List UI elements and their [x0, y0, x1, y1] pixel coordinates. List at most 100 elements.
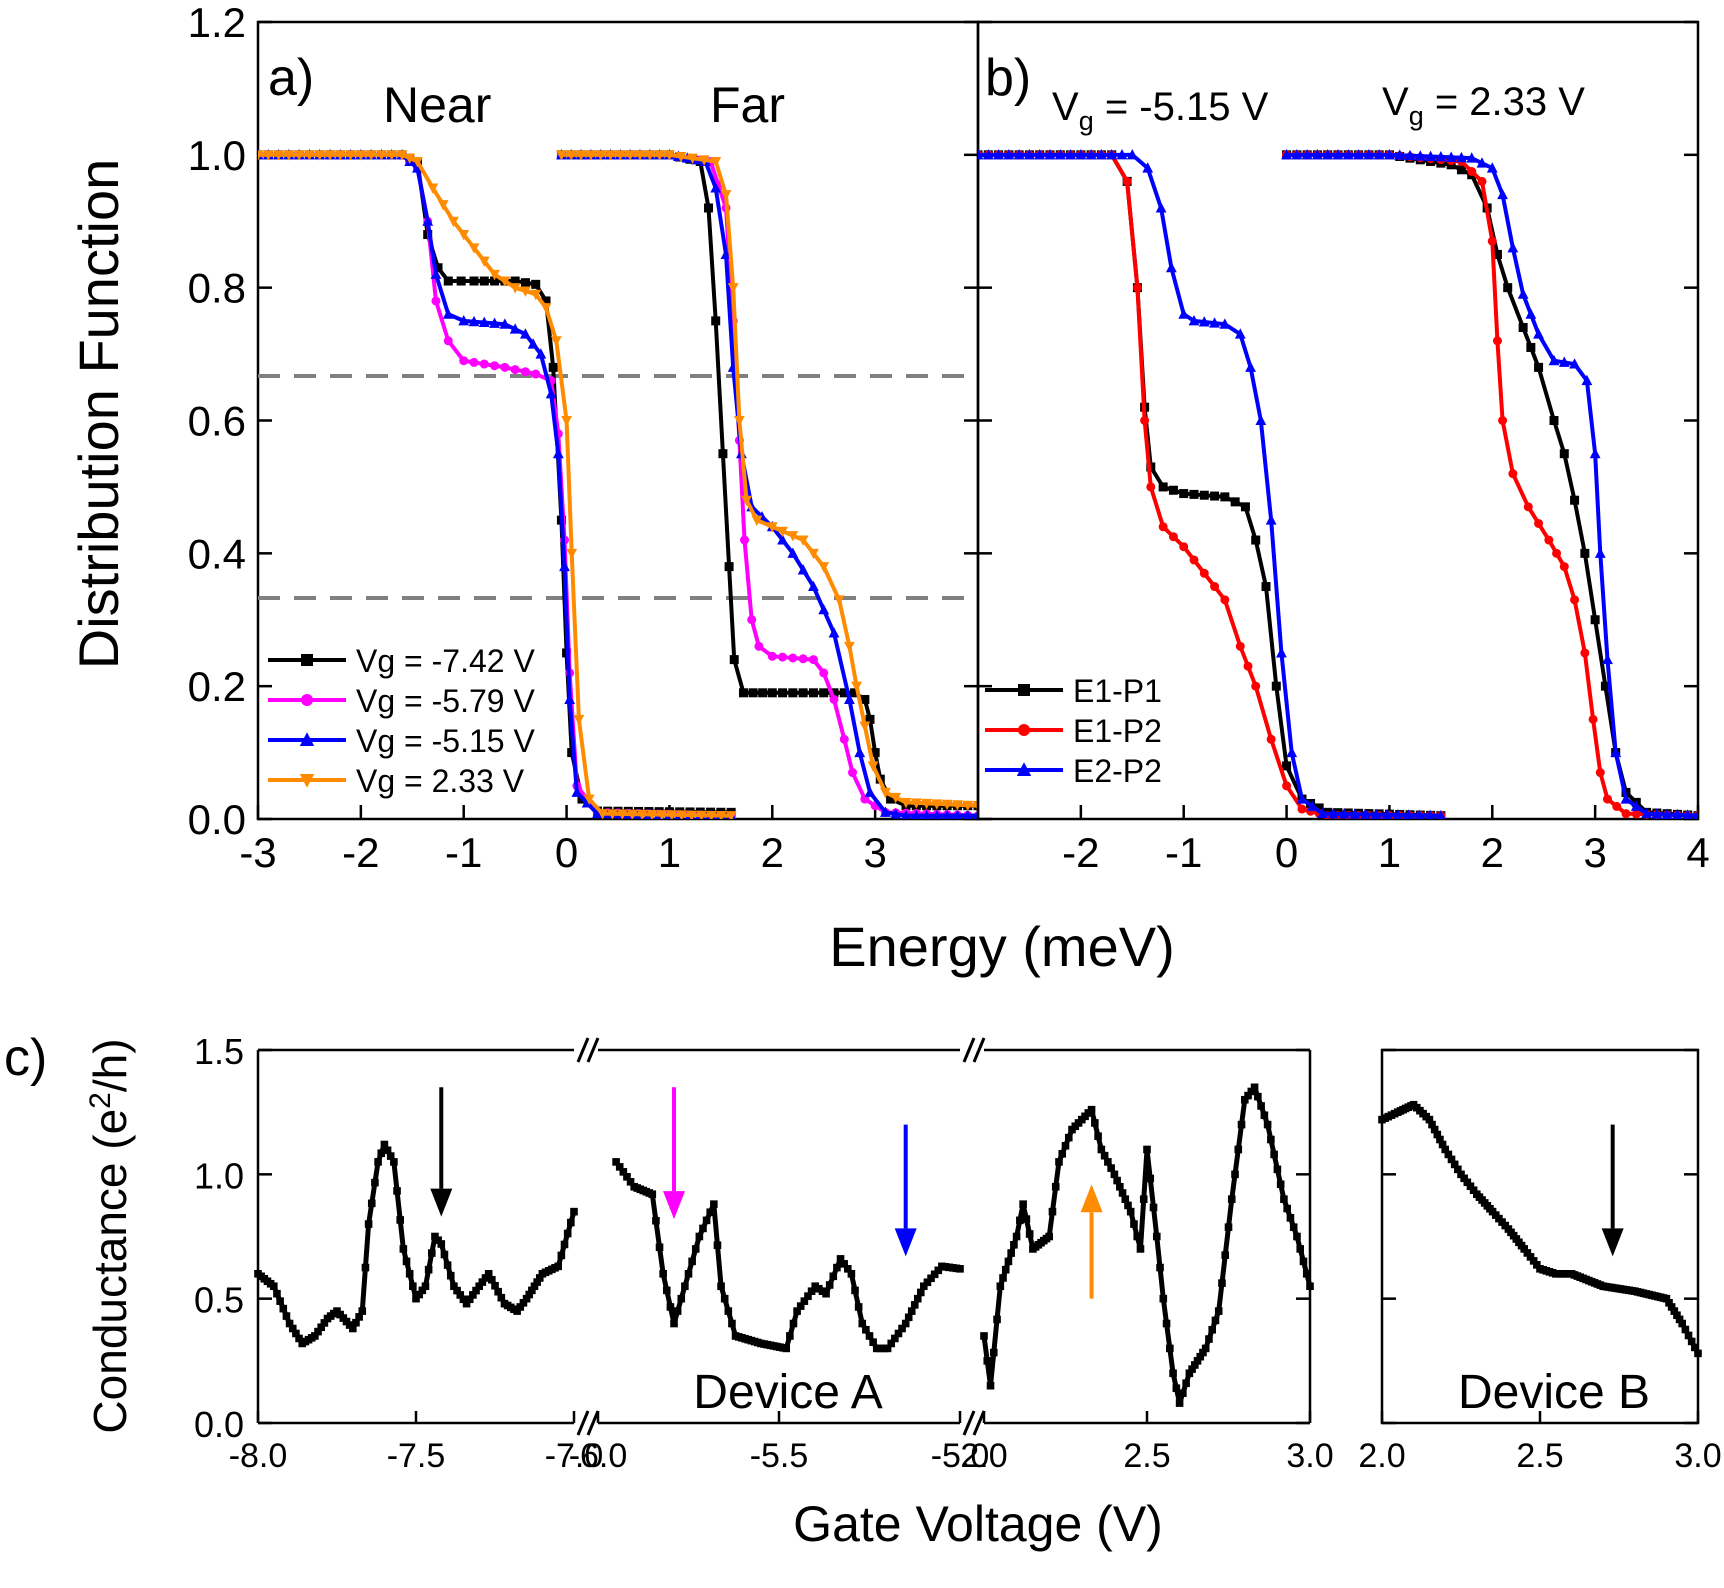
marker-up-triangle	[911, 809, 922, 819]
marker-square	[361, 1263, 370, 1272]
marker-down-triangle	[437, 200, 449, 211]
marker-square	[433, 263, 443, 273]
conductance-segment-2	[612, 1158, 964, 1353]
marker-square	[808, 688, 818, 698]
marker-up-triangle	[1142, 162, 1154, 173]
marker-square	[1267, 1135, 1275, 1144]
marker-square	[833, 1263, 841, 1272]
marker-up-triangle	[720, 248, 732, 259]
marker-up-triangle	[1327, 808, 1339, 819]
marker-square	[886, 794, 896, 804]
panel-b-legend: E1-P1 E1-P2 E2-P2	[985, 673, 1162, 789]
marker-up-triangle	[499, 318, 511, 329]
marker-square	[1189, 489, 1199, 499]
marker-up-triangle	[571, 786, 583, 797]
marker-square	[728, 1319, 736, 1328]
marker-up-triangle	[1425, 809, 1435, 819]
marker-square	[415, 1290, 423, 1299]
marker-square	[1121, 1195, 1130, 1203]
marker-square	[1456, 165, 1466, 175]
marker-up-triangle	[1425, 150, 1436, 161]
marker-square	[383, 1146, 392, 1155]
marker-up-triangle	[1558, 356, 1570, 367]
x-tick-label: 2.5	[1516, 1437, 1563, 1475]
marker-down-triangle	[710, 156, 722, 168]
marker-up-triangle	[1641, 807, 1652, 819]
marker-up-triangle	[1693, 809, 1698, 819]
marker-square	[986, 1381, 995, 1390]
marker-up-triangle	[299, 732, 315, 746]
marker-square	[1172, 1384, 1181, 1392]
marker-square	[666, 1303, 675, 1311]
marker-circle	[819, 668, 829, 678]
marker-square	[677, 1294, 686, 1303]
marker-square	[1048, 1207, 1057, 1216]
marker-up-triangle	[1054, 148, 1066, 160]
marker-up-triangle	[1024, 148, 1035, 160]
marker-up-triangle	[552, 447, 564, 459]
arrow-head	[1601, 1228, 1624, 1257]
marker-up-triangle	[1517, 288, 1529, 299]
marker-square	[786, 1332, 794, 1340]
marker-up-triangle	[592, 807, 603, 819]
marker-square	[1143, 1145, 1151, 1154]
marker-square	[1280, 1195, 1288, 1203]
marker-square	[1191, 1361, 1199, 1369]
x-tick-label: 2.0	[960, 1437, 1007, 1475]
marker-square	[469, 276, 479, 286]
marker-square	[1199, 490, 1209, 500]
x-tick-label: 2	[1481, 829, 1504, 876]
marker-circle	[839, 734, 849, 744]
marker-up-triangle	[1096, 148, 1107, 160]
marker-circle	[1251, 681, 1261, 691]
arrow-up	[1080, 1184, 1103, 1299]
marker-circle	[1018, 724, 1030, 736]
legend-label: Vg = -5.15 V	[356, 723, 535, 759]
marker-down-triangle	[262, 150, 274, 161]
marker-circle	[1179, 542, 1189, 552]
marker-square	[720, 1294, 729, 1303]
marker-square	[446, 1271, 455, 1280]
marker-circle	[747, 615, 757, 625]
marker-square	[1166, 1344, 1174, 1353]
marker-square	[1244, 1091, 1252, 1100]
marker-square	[393, 1187, 401, 1195]
legend-label: E1-P2	[1073, 713, 1162, 749]
marker-square	[684, 1270, 693, 1278]
panel-c-series	[254, 1083, 1702, 1407]
marker-square	[1064, 1133, 1073, 1142]
marker-circle	[788, 653, 798, 663]
marker-square	[1231, 1170, 1239, 1179]
marker-square	[1094, 1132, 1102, 1141]
x-tick-label: -5.0	[931, 1437, 990, 1475]
marker-circle	[848, 768, 858, 778]
marker-down-triangle	[941, 799, 953, 811]
marker-up-triangle	[1525, 308, 1537, 319]
marker-up-triangle	[1188, 315, 1200, 326]
marker-square	[1188, 1365, 1196, 1373]
marker-up-triangle	[1589, 447, 1601, 459]
marker-square	[548, 362, 558, 372]
marker-down-triangle	[725, 811, 737, 819]
marker-up-triangle	[1126, 148, 1138, 160]
marker-square	[1678, 1319, 1686, 1328]
break-mark	[586, 1037, 600, 1063]
marker-circle	[1570, 595, 1580, 605]
marker-square	[1314, 803, 1324, 813]
marker-square	[989, 1348, 998, 1357]
x-tick-label: 3	[1583, 829, 1606, 876]
legend-label: E2-P2	[1073, 753, 1162, 789]
panel-c-x-ticks: -8.0 -7.5 -7.0-6.0 -5.5 -5.02.0 2.5 3.0 2.0 2.5 3…	[229, 1411, 1722, 1475]
marker-down-triangle	[575, 150, 587, 161]
marker-square	[311, 1332, 319, 1340]
x-tick-label: 1	[658, 829, 681, 876]
marker-square	[662, 1286, 671, 1295]
marker-square	[1221, 1251, 1230, 1259]
marker-square	[825, 1281, 834, 1289]
marker-square	[1302, 1270, 1311, 1278]
series-vg-2-33-v-far	[556, 150, 978, 812]
break-mark	[576, 1037, 590, 1063]
marker-down-triangle	[283, 150, 295, 161]
marker-square	[778, 688, 788, 698]
marker-square	[285, 1319, 294, 1328]
